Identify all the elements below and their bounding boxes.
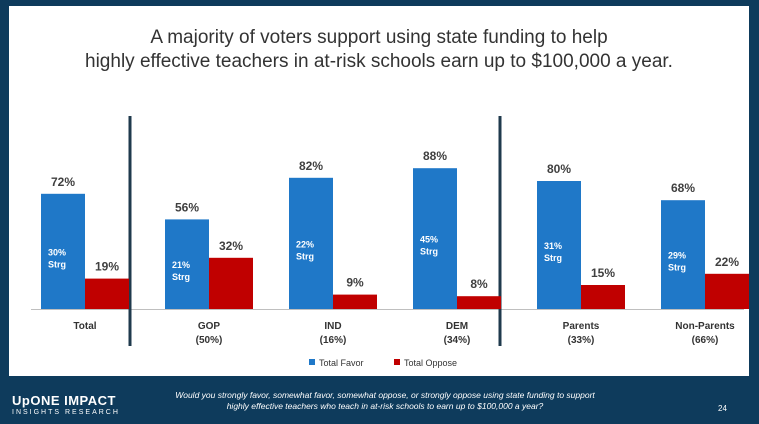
bar-favor-4 (537, 181, 581, 309)
chart-title-line-1: A majority of voters support using state… (150, 27, 608, 48)
bar-oppose-3 (457, 296, 501, 309)
strong-favor-value-0: 30% (48, 247, 66, 257)
category-label-0: Total (73, 321, 96, 332)
category-sublabel-3: (34%) (444, 335, 471, 346)
legend-label-favor: Total Favor (319, 358, 364, 368)
strong-favor-label-5: Strg (668, 263, 686, 273)
strong-favor-value-2: 22% (296, 239, 314, 249)
value-label-favor-0: 72% (51, 175, 75, 189)
value-label-oppose-3: 8% (470, 277, 488, 291)
bar-oppose-5 (705, 273, 749, 309)
value-label-favor-2: 82% (299, 159, 323, 173)
value-label-oppose-0: 19% (95, 260, 119, 274)
category-sublabel-1: (50%) (196, 335, 223, 346)
bar-oppose-0 (85, 278, 129, 309)
category-label-1: GOP (198, 321, 221, 332)
strong-favor-value-4: 31% (544, 241, 562, 251)
page-number: 24 (718, 404, 727, 413)
chart-title: A majority of voters support using state… (9, 26, 749, 74)
category-sublabel-2: (16%) (320, 335, 347, 346)
value-label-favor-3: 88% (423, 149, 447, 163)
value-label-favor-5: 68% (671, 181, 695, 195)
strong-favor-label-4: Strg (544, 253, 562, 263)
strong-favor-label-1: Strg (172, 272, 190, 282)
category-label-5: Non-Parents (675, 321, 735, 332)
category-sublabel-4: (33%) (568, 335, 595, 346)
strong-favor-label-2: Strg (296, 251, 314, 261)
strong-favor-value-1: 21% (172, 260, 190, 270)
bar-favor-2 (289, 177, 333, 309)
value-label-oppose-5: 22% (715, 255, 739, 269)
slide-panel: A majority of voters support using state… (9, 6, 749, 376)
bar-oppose-2 (333, 294, 377, 309)
value-label-favor-4: 80% (547, 162, 571, 176)
legend-label-oppose: Total Oppose (404, 358, 457, 368)
legend-swatch-favor (309, 359, 315, 365)
company-logo: UpONE IMPACT INSIGHTS RESEARCH (12, 394, 120, 417)
category-sublabel-5: (66%) (692, 335, 719, 346)
bar-oppose-4 (581, 285, 625, 309)
footer-bar: UpONE IMPACT INSIGHTS RESEARCH Would you… (0, 376, 759, 424)
bar-oppose-1 (209, 257, 253, 309)
logo-line-2: INSIGHTS RESEARCH (12, 409, 120, 416)
legend-swatch-oppose (394, 359, 400, 365)
value-label-oppose-2: 9% (346, 276, 364, 290)
bar-favor-0 (41, 193, 85, 309)
survey-question: Would you strongly favor, somewhat favor… (175, 390, 595, 411)
strong-favor-value-3: 45% (420, 235, 438, 245)
category-label-4: Parents (563, 321, 600, 332)
value-label-oppose-4: 15% (591, 266, 615, 280)
logo-line-1: UpONE IMPACT (12, 393, 116, 408)
strong-favor-label-3: Strg (420, 247, 438, 257)
value-label-oppose-1: 32% (219, 239, 243, 253)
bar-chart: 72% 19% 30% Strg Total 56% 32% 21% Strg GOP (50%) 8… (31, 116, 749, 368)
strong-favor-value-5: 29% (668, 251, 686, 261)
category-label-2: IND (324, 321, 341, 332)
value-label-favor-1: 56% (175, 200, 199, 214)
bar-favor-3 (413, 168, 457, 309)
strong-favor-label-0: Strg (48, 259, 66, 269)
category-label-3: DEM (446, 321, 468, 332)
bar-favor-1 (165, 219, 209, 309)
chart-title-line-2: highly effective teachers in at-risk sch… (85, 51, 673, 72)
bar-favor-5 (661, 200, 705, 309)
